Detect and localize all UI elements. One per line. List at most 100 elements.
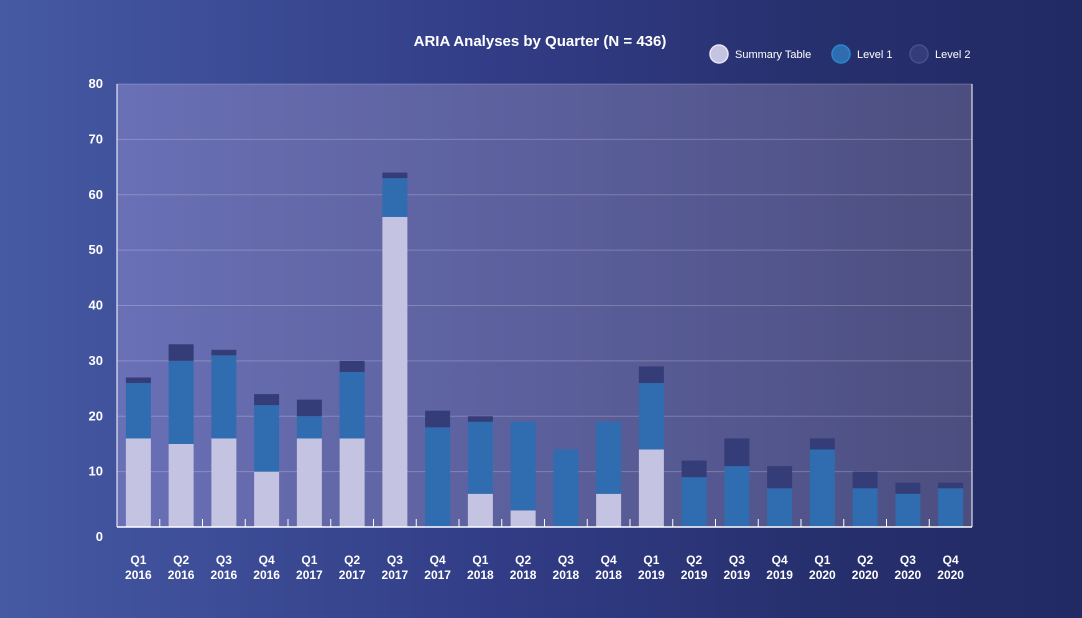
x-tick-label: Q4 xyxy=(772,553,788,567)
bar-summary-table xyxy=(254,471,280,527)
bar-level-1 xyxy=(339,371,365,439)
bar-level-1 xyxy=(211,355,237,439)
bar-level-1 xyxy=(809,449,835,527)
x-tick-label: Q3 xyxy=(900,553,916,567)
legend-label-level-1: Level 1 xyxy=(857,49,892,61)
bar-level-2 xyxy=(425,410,451,428)
x-tick-label: 2017 xyxy=(382,568,409,582)
bar-level-1 xyxy=(467,421,493,494)
bar-level-2 xyxy=(767,466,793,489)
bar-summary-table xyxy=(510,510,536,527)
x-tick-label: Q4 xyxy=(601,553,617,567)
bar-level-2 xyxy=(467,416,493,422)
x-tick-label: Q3 xyxy=(216,553,232,567)
x-tick-label: 2018 xyxy=(510,568,537,582)
bar-level-1 xyxy=(254,405,280,472)
y-tick-label: 0 xyxy=(96,529,103,544)
y-tick-label: 30 xyxy=(89,353,103,368)
bar-level-2 xyxy=(382,172,408,179)
bar-level-2 xyxy=(852,471,878,489)
x-tick-label: Q4 xyxy=(430,553,446,567)
x-tick-label: 2020 xyxy=(852,568,879,582)
bar-level-2 xyxy=(724,438,750,467)
bar-level-2 xyxy=(809,438,835,450)
x-tick-label: 2020 xyxy=(895,568,922,582)
x-tick-label: 2016 xyxy=(125,568,152,582)
x-tick-label: 2020 xyxy=(809,568,836,582)
bar-level-1 xyxy=(382,178,408,217)
bar-summary-table xyxy=(211,438,237,527)
y-tick-label: 40 xyxy=(89,298,103,313)
x-tick-label: Q1 xyxy=(130,553,146,567)
bar-level-2 xyxy=(296,399,322,417)
bar-summary-table xyxy=(296,438,322,527)
bar-level-1 xyxy=(638,383,664,450)
bar-level-2 xyxy=(681,460,707,478)
x-tick-label: 2016 xyxy=(253,568,280,582)
bar-level-2 xyxy=(125,377,151,384)
bar-level-1 xyxy=(425,427,451,527)
bar-level-1 xyxy=(724,466,750,527)
bar-level-1 xyxy=(681,477,707,527)
x-axis-ticks: Q12016Q22016Q32016Q42016Q12017Q22017Q320… xyxy=(125,553,964,582)
x-tick-label: Q4 xyxy=(259,553,275,567)
x-tick-label: 2017 xyxy=(424,568,451,582)
x-tick-label: 2019 xyxy=(638,568,665,582)
bar-level-1 xyxy=(895,493,921,527)
x-tick-label: 2018 xyxy=(467,568,494,582)
bar-level-1 xyxy=(296,416,322,439)
x-tick-label: 2019 xyxy=(766,568,793,582)
x-tick-label: Q3 xyxy=(387,553,403,567)
x-tick-label: 2016 xyxy=(168,568,195,582)
x-tick-label: 2016 xyxy=(211,568,238,582)
x-tick-label: Q2 xyxy=(344,553,360,567)
bar-level-1 xyxy=(510,421,536,511)
x-tick-label: Q1 xyxy=(643,553,659,567)
x-tick-label: 2017 xyxy=(296,568,323,582)
bar-level-1 xyxy=(852,488,878,527)
x-tick-label: Q2 xyxy=(686,553,702,567)
bar-summary-table xyxy=(467,493,493,527)
y-axis-ticks: 0 10 20 30 40 50 60 70 80 xyxy=(89,76,103,544)
y-tick-label: 10 xyxy=(89,464,103,479)
bar-level-1 xyxy=(596,421,622,494)
y-tick-label: 70 xyxy=(89,131,103,146)
x-tick-label: Q2 xyxy=(173,553,189,567)
bar-level-2 xyxy=(168,344,194,361)
x-tick-label: Q1 xyxy=(814,553,830,567)
bar-summary-table xyxy=(339,438,365,527)
legend-marker-level-2 xyxy=(909,44,929,64)
x-tick-label: Q1 xyxy=(472,553,488,567)
chart-title: ARIA Analyses by Quarter (N = 436) xyxy=(414,33,667,50)
bar-level-2 xyxy=(638,366,664,384)
x-tick-label: Q3 xyxy=(729,553,745,567)
bar-level-2 xyxy=(938,482,964,489)
legend-label-summary-table: Summary Table xyxy=(735,49,811,61)
y-tick-label: 60 xyxy=(89,187,103,202)
bar-level-1 xyxy=(168,360,194,444)
x-tick-label: 2020 xyxy=(937,568,964,582)
x-tick-label: Q2 xyxy=(857,553,873,567)
legend-marker-level-1 xyxy=(831,44,851,64)
bar-summary-table xyxy=(596,493,622,527)
bar-level-2 xyxy=(254,394,280,406)
x-tick-label: 2019 xyxy=(724,568,751,582)
y-tick-label: 80 xyxy=(89,76,103,91)
bar-level-1 xyxy=(553,449,579,527)
bar-summary-table xyxy=(638,449,664,527)
legend-label-level-2: Level 2 xyxy=(935,49,970,61)
legend: Summary Table Level 1 Level 2 xyxy=(709,44,970,64)
axes xyxy=(116,84,973,528)
bars xyxy=(125,172,964,527)
x-tick-label: Q4 xyxy=(943,553,959,567)
x-tick-label: 2017 xyxy=(339,568,366,582)
y-tick-label: 50 xyxy=(89,242,103,257)
x-tick-label: Q2 xyxy=(515,553,531,567)
bar-level-2 xyxy=(895,482,921,494)
y-tick-label: 20 xyxy=(89,408,103,423)
bar-level-1 xyxy=(938,488,964,527)
bar-level-2 xyxy=(339,360,365,372)
x-tick-label: 2018 xyxy=(553,568,580,582)
